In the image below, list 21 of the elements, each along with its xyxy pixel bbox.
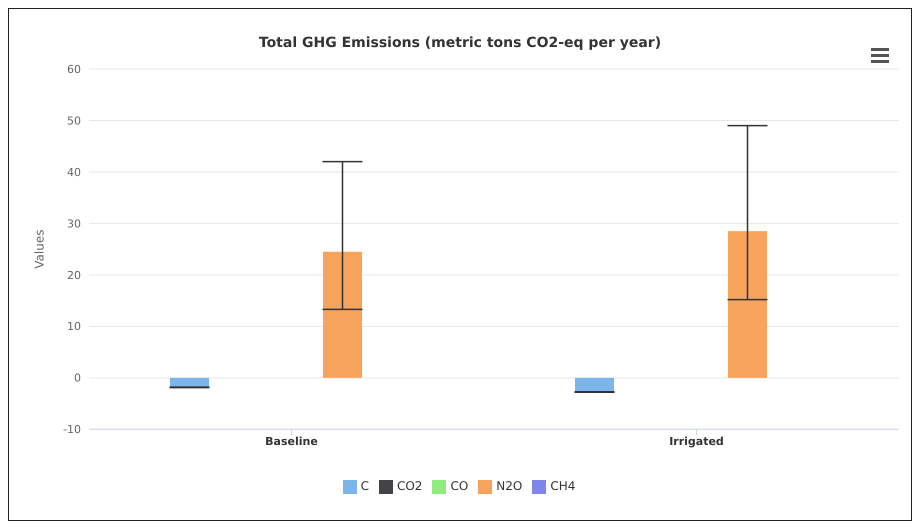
y-tick-label: 20: [67, 268, 81, 282]
y-tick-label: 50: [67, 114, 81, 128]
x-tick-label: Baseline: [265, 435, 318, 448]
y-tick-label: 60: [67, 62, 81, 76]
bar: [170, 378, 209, 388]
bar: [575, 378, 614, 392]
y-tick-label: 40: [67, 166, 81, 179]
bar: [728, 231, 767, 378]
chart-title: Total GHG Emissions (metric tons CO2-eq per year): [258, 35, 662, 51]
y-tick-label: 30: [67, 217, 81, 230]
legend-label: C: [360, 479, 369, 494]
x-tick-label: Irrigated: [669, 435, 724, 448]
bar: [323, 252, 362, 378]
y-tick-label: 0: [74, 372, 81, 385]
y-tick-label: 10: [67, 320, 81, 334]
legend-label: CO: [450, 479, 468, 494]
legend-label: CO2: [396, 479, 422, 494]
legend-label: CH4: [550, 479, 576, 494]
y-tick-label: -10: [63, 423, 81, 436]
legend-label: N2O: [496, 479, 522, 494]
y-axis-title: Values: [32, 230, 46, 269]
